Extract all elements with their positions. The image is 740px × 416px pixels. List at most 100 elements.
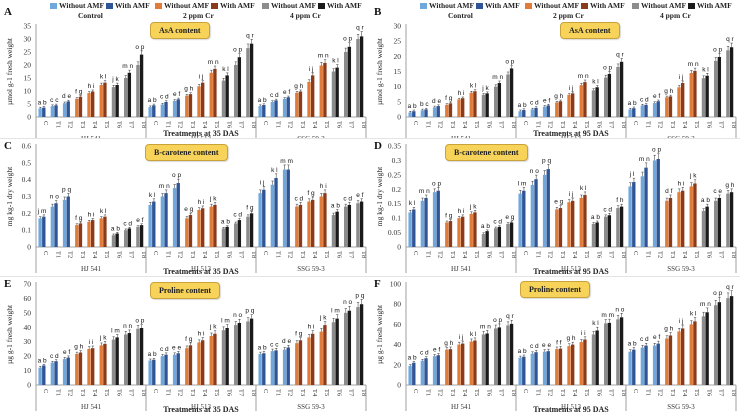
significance-label: j k [111,76,119,83]
x-tick-label: C [42,251,49,255]
bar-without-amf [579,342,583,385]
bar-with-amf [412,209,416,247]
x-tick-label: C [632,121,639,125]
bar-with-amf [213,68,217,117]
x-tick-label: T6 [335,251,342,259]
x-tick-label: T7 [128,251,135,259]
x-tick-label: T7 [128,389,135,397]
bar-with-amf [461,98,465,117]
bar-without-amf [714,305,718,385]
significance-label: a b [331,203,340,210]
legend-swatch [525,2,532,9]
bar-without-amf [604,77,608,117]
bar-with-amf [546,169,550,247]
y-tick-label: 20 [24,61,32,70]
x-tick-label: T8 [250,389,257,396]
x-axis-label: Treatments at 95 DAS [533,405,609,414]
bar-with-amf [127,228,132,247]
bar-with-amf [66,101,70,117]
x-tick-label: T1 [534,251,541,258]
x-tick-label: T2 [547,121,554,128]
x-tick-label: T7 [128,121,135,129]
significance-label: i j [309,66,314,73]
x-tick-label: T3 [449,121,456,128]
significance-label: o p [135,44,144,51]
legend-label: With AMF [697,1,732,10]
bar-without-amf [295,343,299,385]
x-tick-label: T7 [498,251,505,259]
significance-label: p q [542,157,551,164]
bar-without-amf [234,65,238,117]
bar-without-amf [506,325,510,385]
x-tick-label: T2 [437,121,444,128]
significance-label: k l [470,83,477,90]
bar-with-amf [152,359,156,385]
x-tick-label: C [152,389,159,393]
bar-with-amf [298,91,303,117]
bar-without-amf [689,186,693,247]
y-tick-label: 5 [397,97,401,106]
bar-with-amf [286,97,290,117]
bar-with-amf [176,99,180,117]
x-tick-label: T8 [250,251,257,258]
legend-item: With AMF [106,1,150,10]
cultivar-label: HJ 541 [451,135,472,138]
y-tick-label: 80 [394,300,402,309]
legend-label: Without AMF [164,1,210,10]
legend-item: Without AMF [420,1,474,10]
significance-label: d e [62,93,71,100]
bar-with-amf [323,193,327,247]
bar-without-amf [62,359,67,385]
legend-swatch [420,2,427,9]
y-tick-label: 0 [27,113,31,122]
x-tick-label: T5 [213,251,220,258]
x-tick-label: T1 [534,389,541,396]
bar-with-amf [571,93,575,117]
bar-without-amf [542,174,547,247]
legend-item: Without AMF [262,1,316,10]
bar-without-amf [111,87,116,117]
panel-letter: D [374,140,382,152]
y-tick-label: 0.2 [22,209,32,218]
significance-label: i j [199,74,204,81]
y-tick-label: 0.5 [22,158,32,167]
bar-with-amf [176,183,180,247]
bar-with-amf [311,333,315,385]
bar-without-amf [75,98,79,117]
bar-with-amf [509,222,514,247]
bar-with-amf [424,197,428,247]
bar-with-amf [681,328,685,385]
bar-without-amf [689,73,693,117]
bar-with-amf [274,177,278,247]
panel-letter: E [4,278,12,290]
bar-without-amf [344,52,348,117]
significance-label: e f [653,334,660,341]
significance-label: a b [518,348,527,355]
bar-without-amf [295,92,299,117]
x-axis-label: Treatments at 35 DAS [163,267,239,276]
x-tick-label: T3 [669,389,676,396]
x-tick-label: T8 [360,121,367,128]
significance-label: m n [122,63,133,70]
bar-without-amf [677,331,681,385]
y-tick-label: 20 [24,352,32,361]
bar-with-amf [558,208,563,247]
significance-label: h i [308,324,315,331]
bar-without-amf [282,169,287,247]
chart-svg-e: 0 10 20 30 40 50 60 70 µg g-1 fresh weight a b Cc … [5,280,367,415]
x-tick-label: C [412,389,419,393]
significance-label: c d [640,336,649,343]
x-tick-label: T2 [287,121,294,128]
significance-label: g h [554,93,563,100]
legend-item: With AMF [476,1,520,10]
bar-without-amf [604,216,608,247]
significance-label: m n [480,323,491,330]
bar-with-amf [103,216,107,247]
significance-label: a b [481,223,490,230]
bar-without-amf [270,101,275,117]
x-tick-label: T1 [644,121,651,128]
bar-without-amf [494,328,498,385]
bar-with-amf [274,350,278,385]
significance-label: i j [260,179,265,186]
